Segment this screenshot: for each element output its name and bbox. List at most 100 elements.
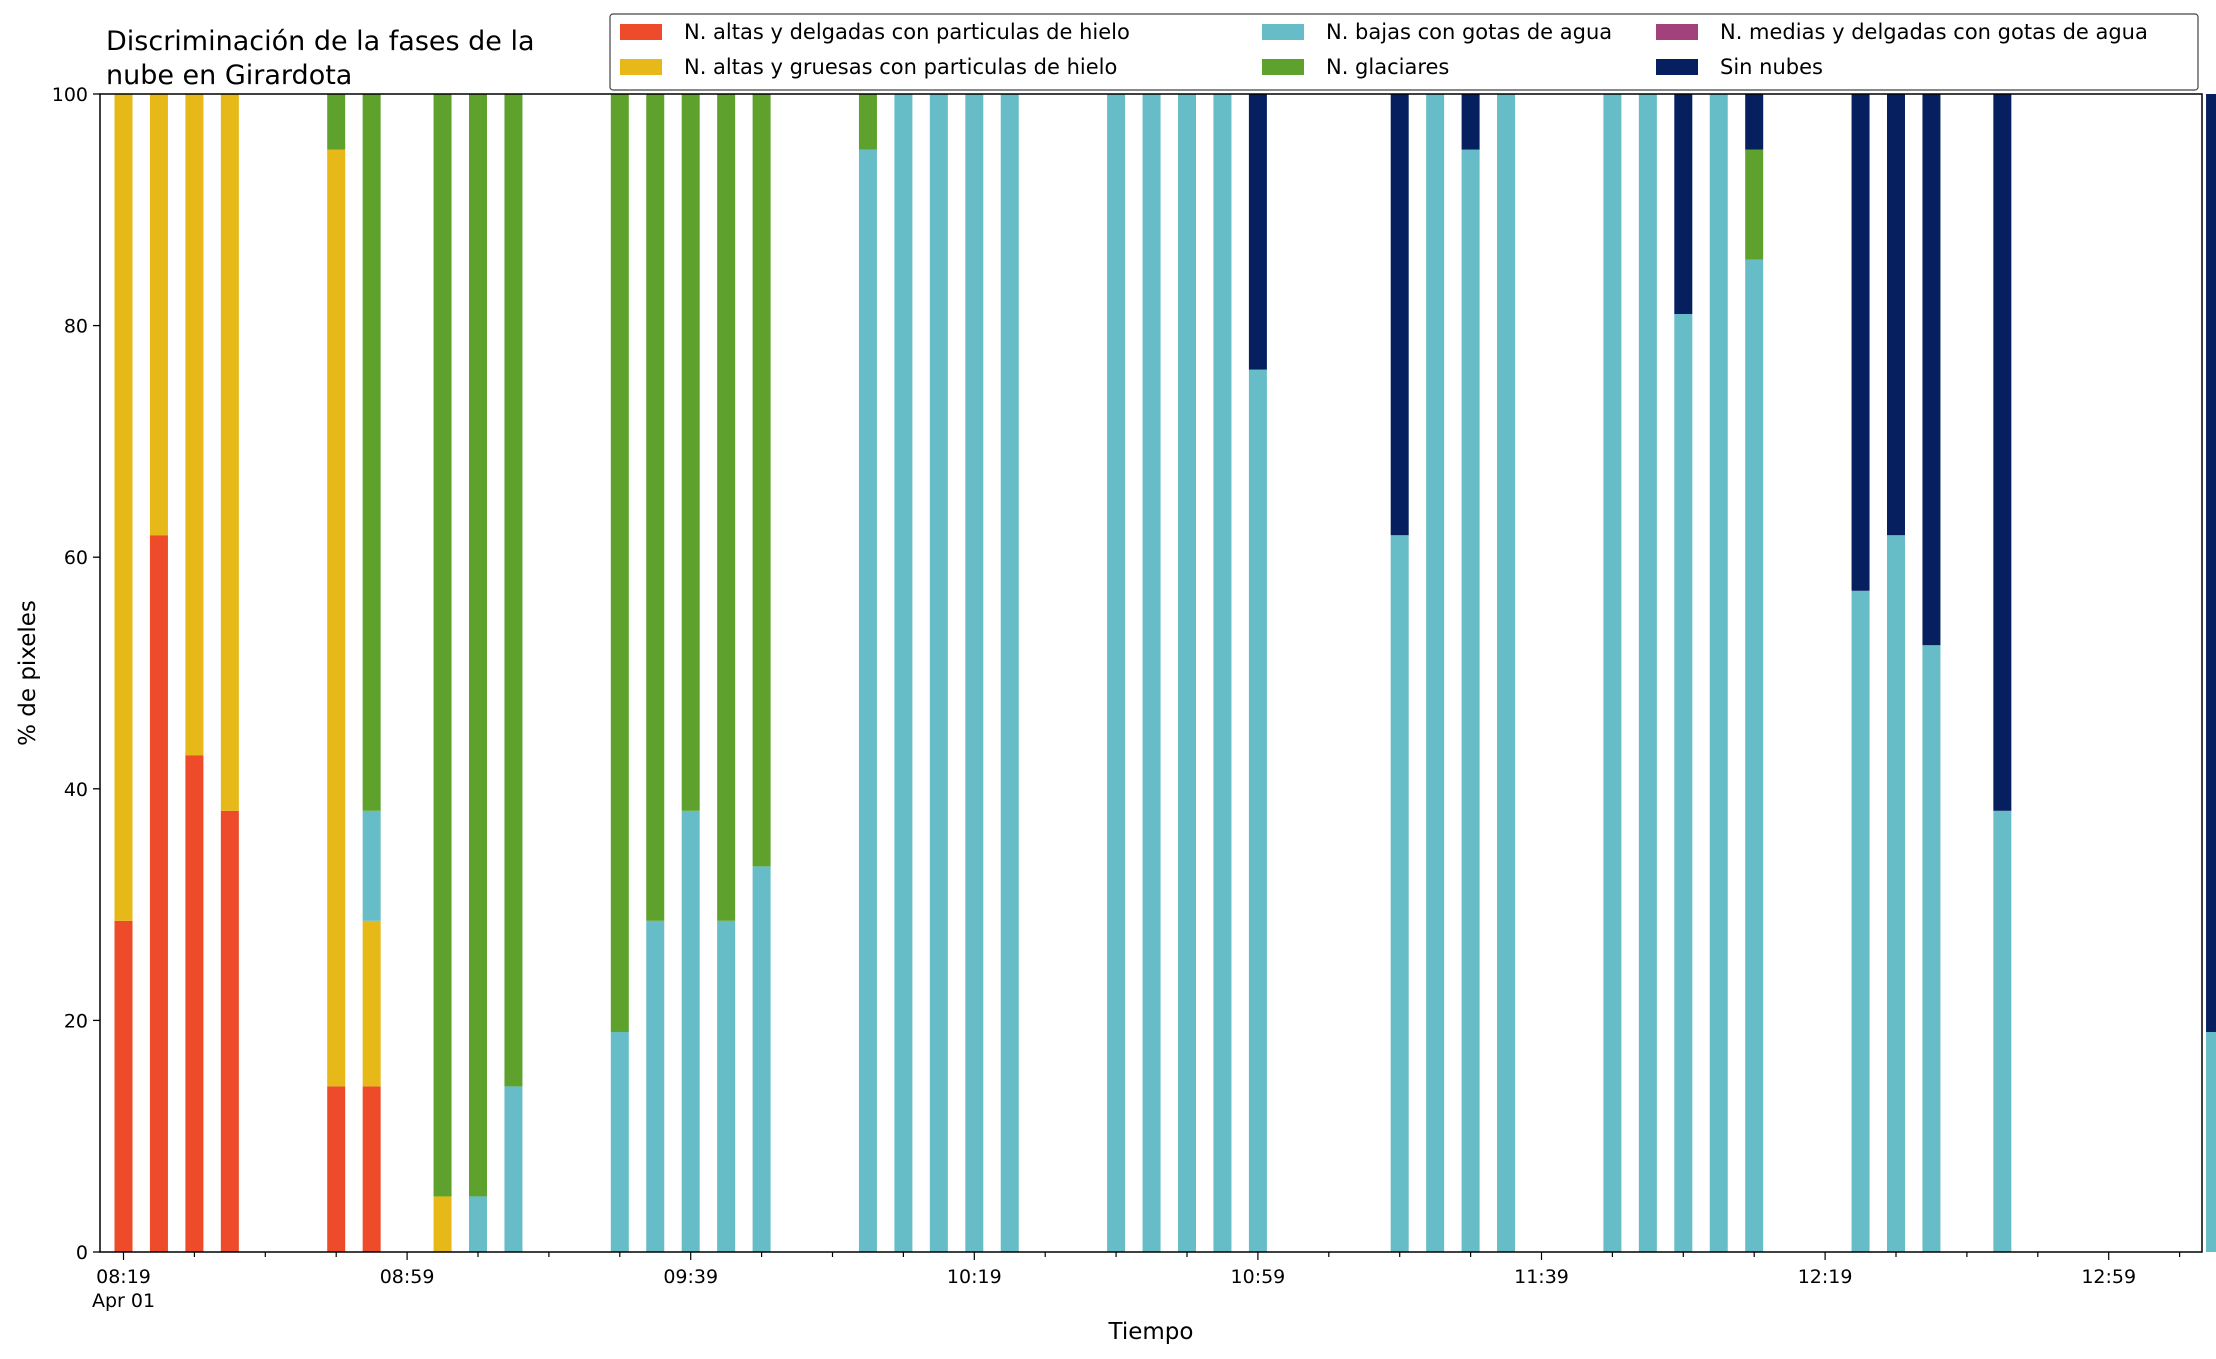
bar-segment xyxy=(2206,94,2216,1032)
legend-swatch xyxy=(620,24,662,40)
legend-label: N. medias y delgadas con gotas de agua xyxy=(1720,20,2148,44)
x-tick-label: 09:39 xyxy=(663,1266,718,1288)
bar-segment xyxy=(1745,260,1763,1252)
bar-segment xyxy=(327,94,345,150)
bar-segment xyxy=(1426,94,1444,1252)
bar-segment xyxy=(717,94,735,921)
y-tick-label: 0 xyxy=(76,1242,88,1264)
bar-segment xyxy=(1391,94,1409,535)
bar-segment xyxy=(150,535,168,1252)
bar-segment xyxy=(1710,94,1728,1252)
bar-segment xyxy=(717,921,735,1252)
bar-segment xyxy=(1497,94,1515,1252)
legend-swatch xyxy=(1656,59,1698,75)
bar-segment xyxy=(611,1032,629,1252)
x-tick-label: 08:59 xyxy=(380,1266,435,1288)
bar-segment xyxy=(185,94,203,755)
bar-segment xyxy=(221,811,239,1252)
bar-segment xyxy=(1887,535,1905,1252)
x-tick-label: 12:19 xyxy=(1798,1266,1853,1288)
bar-segment xyxy=(327,1086,345,1252)
bar-segment xyxy=(1001,94,1019,1252)
legend-label: Sin nubes xyxy=(1720,55,1823,79)
bar-segment xyxy=(1852,94,1870,591)
bars-layer xyxy=(115,93,2216,1252)
x-axis-label: Tiempo xyxy=(1108,1319,1194,1345)
bar-segment xyxy=(504,1086,522,1252)
y-tick-label: 40 xyxy=(64,779,88,801)
y-tick-label: 20 xyxy=(64,1010,88,1032)
bar-segment xyxy=(1143,94,1161,1252)
bar-segment xyxy=(611,94,629,1032)
legend: N. altas y delgadas con particulas de hi… xyxy=(610,14,2198,90)
bar-segment xyxy=(1391,535,1409,1252)
bar-segment xyxy=(1107,94,1125,1252)
bar-segment xyxy=(504,94,522,1086)
bar-segment xyxy=(1603,94,1621,1252)
bar-segment xyxy=(965,94,983,1252)
bar-segment xyxy=(115,921,133,1252)
bar-segment xyxy=(930,94,948,1252)
legend-swatch xyxy=(620,59,662,75)
bar-segment xyxy=(1674,314,1692,1252)
legend-swatch xyxy=(1262,24,1304,40)
bar-segment xyxy=(753,94,771,866)
bar-segment xyxy=(1993,811,2011,1252)
bar-segment xyxy=(859,94,877,150)
x-tick-label: 11:39 xyxy=(1514,1266,1569,1288)
legend-label: N. bajas con gotas de agua xyxy=(1326,20,1612,44)
bar-segment xyxy=(363,811,381,921)
bar-segment xyxy=(1745,94,1763,150)
bar-segment xyxy=(185,755,203,1252)
legend-label: N. altas y gruesas con particulas de hie… xyxy=(684,55,1117,79)
bar-segment xyxy=(753,866,771,1252)
bar-segment xyxy=(1887,94,1905,535)
x-tick-sublabel: Apr 01 xyxy=(92,1290,155,1312)
y-tick-label: 60 xyxy=(64,547,88,569)
bar-segment xyxy=(1922,645,1940,1252)
bar-segment xyxy=(363,921,381,1087)
bar-segment xyxy=(221,94,239,811)
bar-segment xyxy=(1639,94,1657,1252)
legend-swatch xyxy=(1262,59,1304,75)
bar-segment xyxy=(434,94,452,1196)
bar-segment xyxy=(1213,94,1231,1252)
chart-title-line-1: Discriminación de la fases de la xyxy=(106,26,535,57)
bar-segment xyxy=(1852,591,1870,1252)
bar-segment xyxy=(1462,94,1480,150)
bar-segment xyxy=(434,1196,452,1252)
x-tick-label: 10:59 xyxy=(1231,1266,1286,1288)
bar-segment xyxy=(1249,370,1267,1252)
legend-swatch xyxy=(1656,24,1698,40)
y-tick-label: 80 xyxy=(64,316,88,338)
bar-segment xyxy=(646,94,664,921)
y-tick-label: 100 xyxy=(52,84,88,106)
x-tick-label: 08:19 xyxy=(96,1266,151,1288)
bar-segment xyxy=(1745,150,1763,260)
bar-segment xyxy=(1178,94,1196,1252)
y-axis-label: % de pixeles xyxy=(15,600,41,746)
bar-segment xyxy=(1249,94,1267,370)
bar-segment xyxy=(327,150,345,1087)
bar-segment xyxy=(363,1086,381,1252)
bar-segment xyxy=(682,811,700,1252)
bar-segment xyxy=(2206,1032,2216,1252)
chart-title-line-2: nube en Girardota xyxy=(106,60,352,91)
bar-segment xyxy=(1462,150,1480,1252)
bar-segment xyxy=(859,150,877,1252)
x-tick-label: 10:19 xyxy=(947,1266,1002,1288)
legend-label: N. glaciares xyxy=(1326,55,1449,79)
x-tick-label: 12:59 xyxy=(2081,1266,2136,1288)
legend-label: N. altas y delgadas con particulas de hi… xyxy=(684,20,1130,44)
chart-title: Discriminación de la fases de la nube en… xyxy=(106,26,535,91)
bar-segment xyxy=(469,1196,487,1252)
bar-segment xyxy=(682,94,700,811)
bar-segment xyxy=(150,94,168,535)
bar-segment xyxy=(646,921,664,1252)
bar-segment xyxy=(469,94,487,1196)
bar-segment xyxy=(1922,94,1940,645)
bar-segment xyxy=(363,94,381,811)
bar-segment xyxy=(1674,94,1692,314)
